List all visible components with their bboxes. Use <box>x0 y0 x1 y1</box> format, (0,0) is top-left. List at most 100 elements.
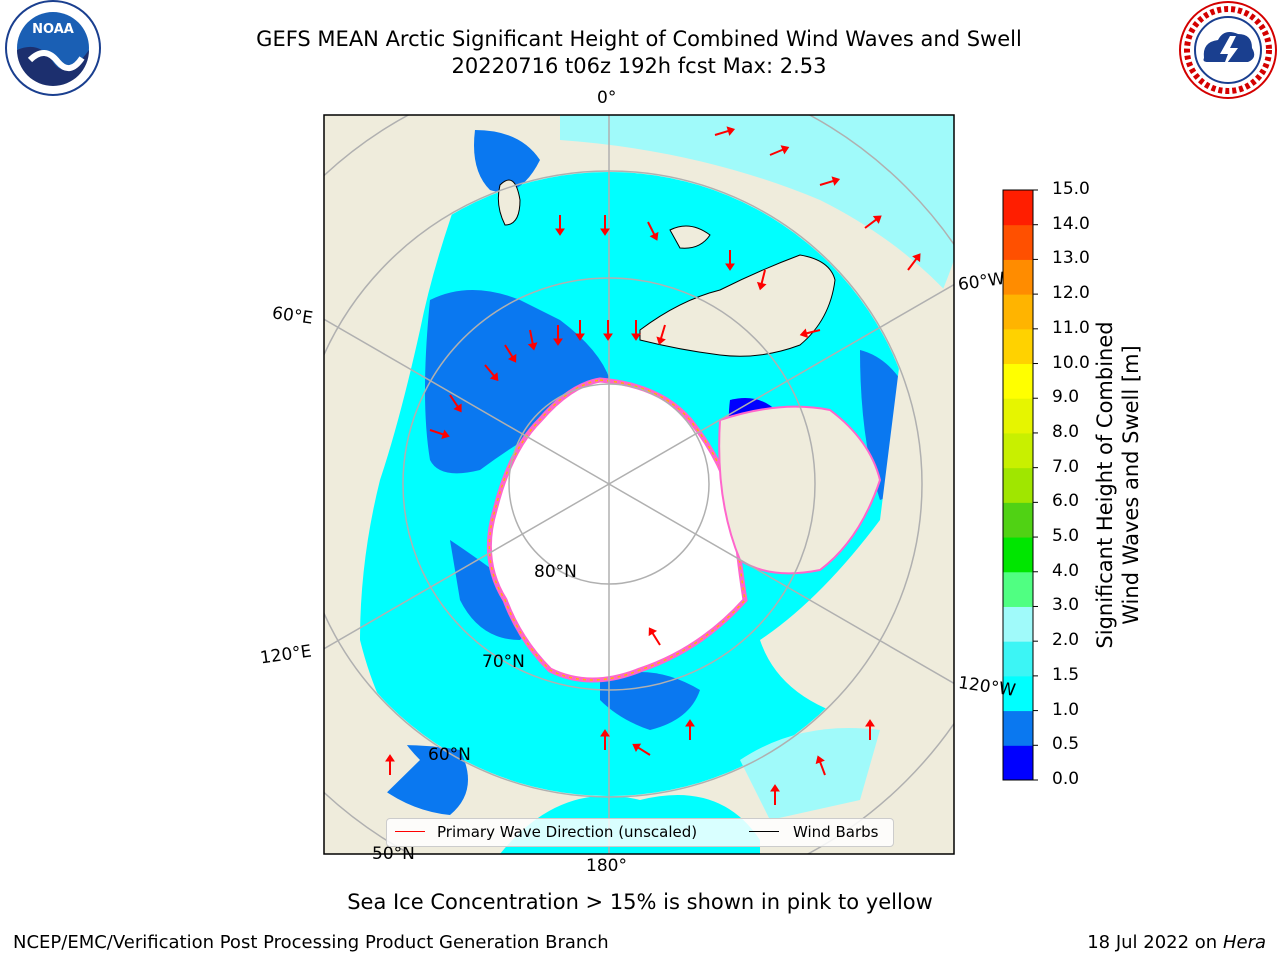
wave-arrow-shaft <box>651 632 661 646</box>
chart-subtitle: 20220716 t06z 192h fcst Max: 2.53 <box>451 54 827 78</box>
bering-strait-shelf <box>600 672 700 730</box>
wave-arrow-shaft <box>806 329 821 335</box>
footer-credit: NCEP/EMC/Verification Post Processing Pr… <box>13 932 609 953</box>
colorbar-tick-label: 0.0 <box>1052 769 1080 789</box>
wave-arrow-head <box>756 281 767 291</box>
baltic-sea <box>474 130 540 192</box>
colorbar-segment <box>1003 328 1033 365</box>
wave-arrow-shaft <box>647 221 656 235</box>
wave-arrow-head <box>649 231 659 241</box>
colorbar-segment <box>1003 502 1033 538</box>
colorbar-segment <box>1003 606 1033 642</box>
lon-label-180: 180° <box>586 856 627 876</box>
footer-date: 18 Jul 2022 on Hera <box>1087 932 1266 953</box>
colorbar-segment <box>1003 641 1033 677</box>
wave-arrow-head <box>600 729 610 737</box>
colorbar-segment <box>1003 467 1033 503</box>
wave-arrow-head <box>831 176 841 186</box>
colorbar-segment <box>1003 537 1033 573</box>
colorbar-segment <box>1003 224 1033 260</box>
colorbar-segment <box>1003 675 1033 712</box>
wave-arrow-head <box>441 429 450 439</box>
wave-arrow-head <box>632 743 642 753</box>
wave-arrow-head <box>555 228 565 236</box>
wave-arrow-head <box>600 228 610 236</box>
wave-arrow-shaft <box>504 344 514 358</box>
colorbar-label-line2: Wind Waves and Swell [m] <box>1119 345 1143 625</box>
footer-host: Hera <box>1222 932 1266 953</box>
svg-text:NOAA: NOAA <box>32 22 74 37</box>
colorbar-tick-label: 11.0 <box>1052 317 1090 338</box>
colorbar-tick-label: 8.0 <box>1052 421 1080 442</box>
colorbar-tick-label: 3.0 <box>1052 595 1080 616</box>
canadian-archipelago <box>718 405 882 575</box>
wave-arrow-head <box>648 627 658 637</box>
wave-arrow-head <box>385 754 395 762</box>
lon-label-0: 0° <box>597 88 617 108</box>
wave-arrow-head <box>507 353 517 363</box>
wave-arrow-shaft <box>484 364 495 377</box>
wave-arrow-shaft <box>769 148 784 156</box>
wave-arrow-head <box>725 263 735 271</box>
colorbar-tick-label: 5.0 <box>1052 526 1080 547</box>
wave-arrow-head <box>815 755 825 765</box>
wave-arrow-head <box>489 372 499 382</box>
colorbar-segment <box>1003 432 1033 469</box>
colorbar-segment <box>1003 259 1033 295</box>
footer-date-text: 18 Jul 2022 on <box>1087 932 1223 953</box>
lat-label-80n: 80°N <box>534 562 577 582</box>
colorbar-tick-label: 4.0 <box>1052 560 1080 581</box>
wave-arrows <box>385 126 921 805</box>
legend-wave-label: Primary Wave Direction (unscaled) <box>437 823 698 841</box>
colorbar-tick-label: 1.5 <box>1052 664 1080 685</box>
map-legend: Primary Wave Direction (unscaled) Wind B… <box>386 818 894 847</box>
wave-arrow-head <box>770 784 780 792</box>
wave-arrow-head <box>780 145 790 155</box>
colorbar-segment <box>1003 190 1033 226</box>
lat-label-60n: 60°N <box>428 745 471 765</box>
wave-arrow-shaft <box>819 180 834 186</box>
wave-arrow-head <box>603 333 613 341</box>
lat-label-70n: 70°N <box>482 652 525 672</box>
colorbar-tick-label: 9.0 <box>1052 387 1080 408</box>
map-frame <box>323 114 955 855</box>
wave-arrow-shaft <box>660 324 666 339</box>
wave-arrow-shaft <box>714 130 729 136</box>
wave-arrow-shaft <box>760 269 766 284</box>
legend-wave-swatch <box>395 831 425 832</box>
wave-arrow-head <box>685 719 695 727</box>
colorbar-label: Significant Height of Combined Wind Wave… <box>1092 321 1144 648</box>
colorbar-frame <box>1002 189 1034 781</box>
wave-arrow-shaft <box>429 429 444 436</box>
wave-arrow-head <box>527 342 538 351</box>
colorbar-tick-label: 1.0 <box>1052 699 1080 720</box>
colorbar-tick-label: 0.5 <box>1052 734 1080 755</box>
greenland <box>639 254 836 357</box>
wave-arrow-head <box>631 333 641 341</box>
colorbar-tick-label: 13.0 <box>1052 248 1090 269</box>
colorbar <box>1002 189 1038 781</box>
scandinavia-island <box>497 179 521 226</box>
wave-arrow-shaft <box>864 218 877 229</box>
colorbar-tick-label: 7.0 <box>1052 456 1080 477</box>
sea-ice-edge <box>488 379 746 681</box>
colorbar-tick-label: 15.0 <box>1052 179 1090 199</box>
legend-wind-swatch <box>749 831 779 832</box>
kara-barents-shelf <box>425 290 610 474</box>
wave-arrow-head <box>726 126 736 136</box>
colorbar-tick-label: 6.0 <box>1052 491 1080 512</box>
colorbar-label-line1: Significant Height of Combined <box>1093 321 1117 649</box>
wave-arrow-head <box>799 328 809 339</box>
legend-wind-label: Wind Barbs <box>793 823 879 841</box>
colorbar-segment <box>1003 710 1033 746</box>
lat-label-50n: 50°N <box>372 844 415 864</box>
wave-arrow-head <box>872 215 882 224</box>
noaa-logo: NOAA <box>5 0 101 96</box>
colorbar-tick-label: 14.0 <box>1052 213 1090 234</box>
colorbar-segment <box>1003 398 1033 434</box>
colorbar-tick-label: 2.0 <box>1052 630 1080 651</box>
wave-arrow-head <box>575 333 585 341</box>
wave-band-atlantic <box>560 115 954 300</box>
